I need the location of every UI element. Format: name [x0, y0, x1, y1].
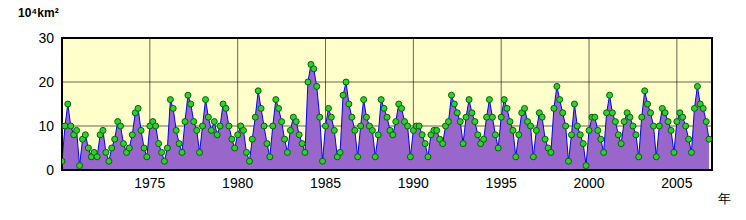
svg-text:1995: 1995 — [486, 175, 517, 191]
svg-text:10: 10 — [38, 118, 54, 134]
svg-text:2000: 2000 — [573, 175, 604, 191]
svg-text:0: 0 — [46, 162, 54, 178]
svg-text:2005: 2005 — [661, 175, 692, 191]
svg-text:1980: 1980 — [222, 175, 253, 191]
svg-text:20: 20 — [38, 74, 54, 90]
html-text:10⁴km²: 10⁴km² — [18, 6, 59, 20]
svg-text:1985: 1985 — [310, 175, 341, 191]
svg-text:1990: 1990 — [398, 175, 429, 191]
svg-text:1975: 1975 — [134, 175, 165, 191]
svg-text:30: 30 — [38, 30, 54, 46]
html-text:年: 年 — [718, 191, 731, 206]
